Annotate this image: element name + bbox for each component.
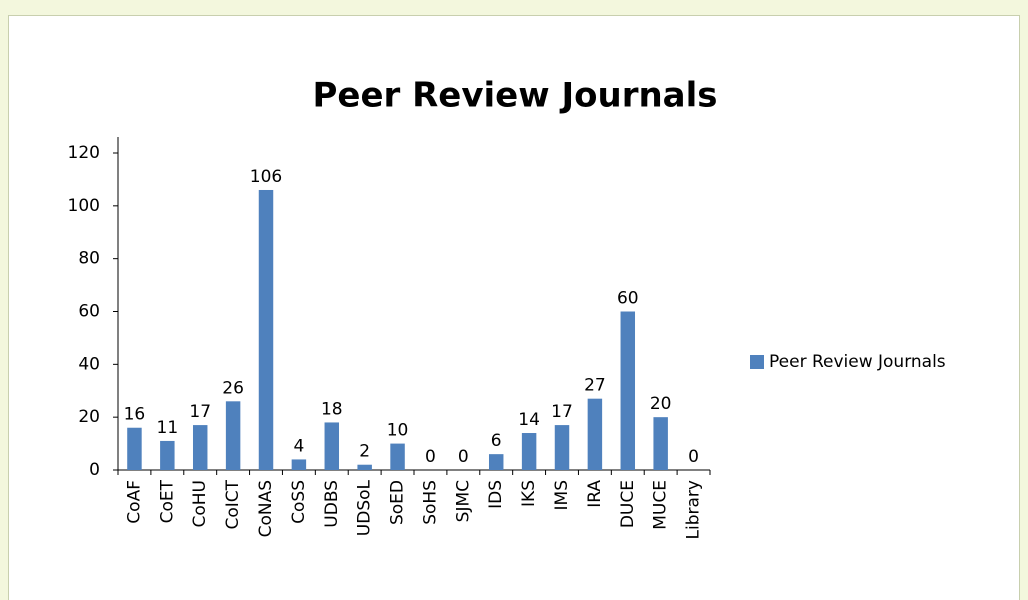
chart-area [8,15,1020,600]
data-label: 0 [458,447,469,467]
bar [192,425,208,470]
bar [620,311,636,470]
chart-title: Peer Review Journals [312,76,717,116]
legend-label: Peer Review Journals [769,352,946,372]
x-tick-label: CoSS [289,480,309,524]
x-tick-label: SJMC [453,480,473,522]
data-label: 17 [551,402,573,422]
x-tick-label: SoED [388,480,408,525]
data-label: 18 [321,399,343,419]
bar [160,440,175,470]
bar [127,427,142,470]
bar [653,417,668,470]
bar [488,454,504,470]
legend-swatch [750,355,764,369]
y-tick-label: 40 [78,354,100,374]
x-tick-label: UDBS [322,480,342,528]
data-label: 0 [688,447,699,467]
data-label: 11 [157,418,179,438]
x-tick-label: CoAF [124,480,144,524]
bar [390,443,405,470]
x-tick-label: UDSoL [355,479,375,536]
y-tick-label: 0 [89,460,100,480]
y-tick-label: 20 [78,407,100,427]
x-tick-label: CoICT [223,479,243,529]
data-label: 60 [617,289,639,309]
data-label: 10 [387,421,409,441]
x-tick-label: IRA [585,480,605,508]
data-label: 20 [650,394,672,414]
x-tick-label: CoHU [190,480,210,528]
y-tick-label: 100 [68,196,100,216]
x-tick-label: SoHS [420,480,440,525]
bar [225,401,241,470]
bar [258,189,274,470]
x-tick-label: IMS [552,480,572,510]
data-label: 17 [189,402,211,422]
data-label: 2 [359,442,370,462]
x-tick-label: MUCE [651,480,671,530]
bar [587,398,603,470]
data-label: 106 [250,167,282,187]
y-tick-label: 80 [78,249,100,269]
y-tick-label: 60 [78,302,100,322]
bar [291,459,307,470]
data-label: 14 [518,410,540,430]
bar [521,433,537,470]
x-tick-label: DUCE [618,480,638,528]
y-tick-label: 120 [68,143,100,163]
data-label: 4 [293,436,304,456]
x-tick-label: IDS [486,480,506,509]
data-label: 16 [124,405,146,425]
data-label: 6 [491,431,502,451]
x-tick-label: Library [684,480,704,539]
bar [324,422,340,470]
x-tick-label: CoNAS [256,480,276,537]
bar [554,425,570,470]
bar [357,464,372,470]
data-label: 0 [425,447,436,467]
x-tick-label: IKS [519,480,539,507]
x-tick-label: CoET [157,479,177,523]
data-label: 26 [222,378,244,398]
data-label: 27 [584,376,606,396]
